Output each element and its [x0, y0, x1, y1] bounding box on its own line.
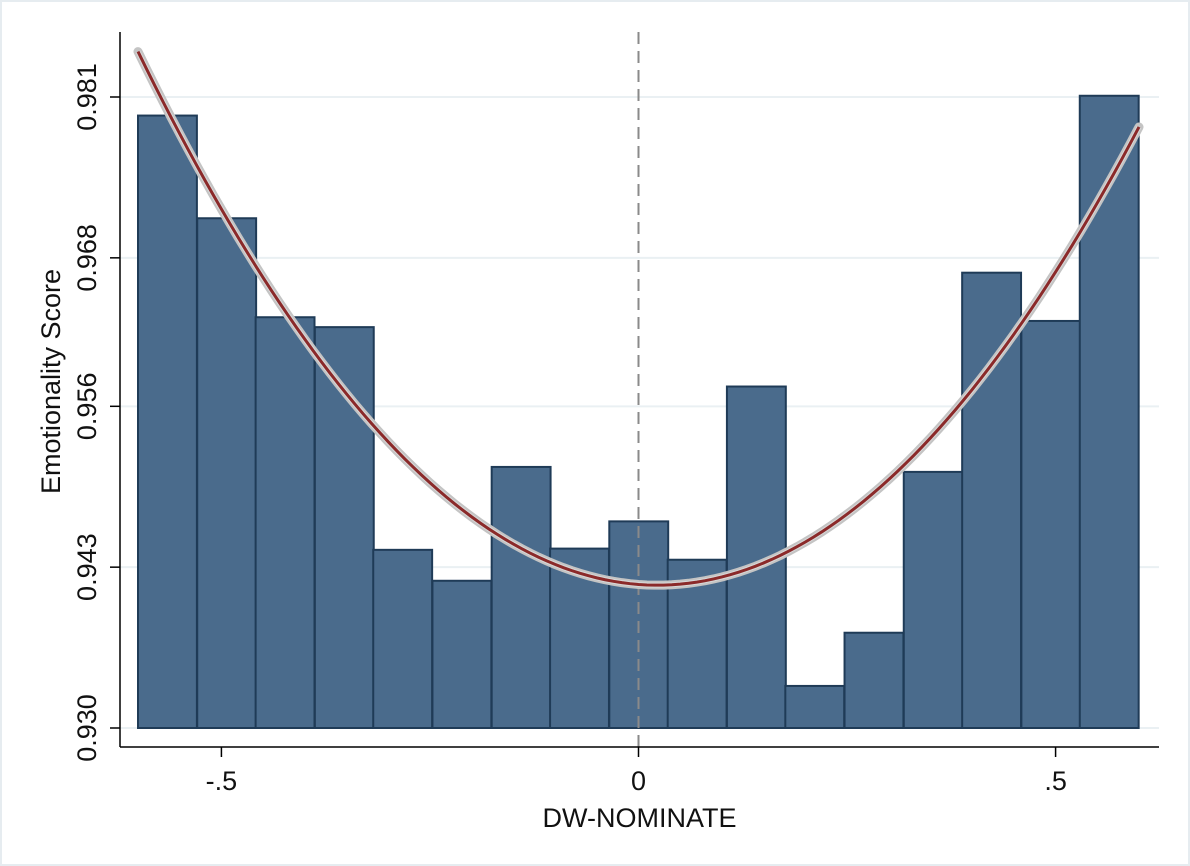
bar-2 [196, 217, 258, 729]
bar-3 [254, 316, 316, 729]
axes [119, 32, 1159, 748]
bar-14 [902, 470, 964, 729]
y-tick-label-3: 0.968 [72, 224, 102, 292]
bar-16 [1020, 319, 1082, 729]
bar-5 [372, 548, 434, 729]
y-axis-title: Emotionality Score [36, 269, 66, 494]
x-tick-label-2: .5 [1044, 766, 1067, 796]
fit-line [136, 50, 1141, 587]
x-tick-label-1: 0 [631, 766, 646, 796]
y-tick-label-2: 0.956 [72, 373, 102, 441]
x-tick-labels: -.5 0 .5 [206, 747, 1067, 796]
bar-12 [784, 684, 846, 730]
bar-1 [137, 114, 198, 729]
bar-6 [431, 579, 493, 729]
bars [137, 94, 1140, 730]
bar-4 [313, 326, 375, 729]
y-tick-labels: 0.930 0.943 0.956 0.968 0.981 [72, 63, 120, 762]
x-tick-label-0: -.5 [206, 766, 238, 796]
y-tick-label-1: 0.943 [72, 533, 102, 601]
bar-17 [1078, 94, 1140, 729]
x-axis-title: DW-NOMINATE [543, 803, 737, 833]
y-tick-label-4: 0.981 [72, 63, 102, 131]
bar-7 [490, 465, 552, 729]
y-tick-label-0: 0.930 [72, 694, 102, 762]
bar-15 [961, 271, 1023, 729]
bar-13 [843, 631, 905, 730]
fit-line-group [133, 47, 1144, 590]
